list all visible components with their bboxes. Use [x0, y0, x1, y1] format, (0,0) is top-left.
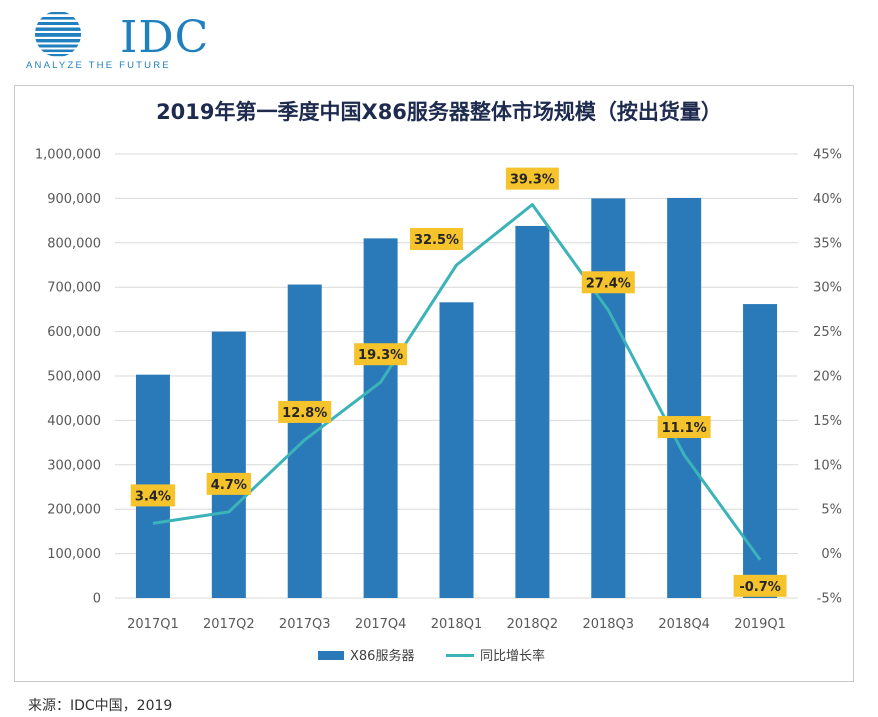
left-tick-label: 300,000 [47, 458, 101, 473]
data-label-text: 3.4% [135, 489, 171, 504]
data-label: 19.3% [354, 343, 408, 366]
legend-bar-swatch [318, 651, 344, 660]
data-label: 11.1% [657, 416, 711, 439]
left-axis-ticks: 0 100,000 200,000 300,000 400,000 500,000 600,… [35, 148, 101, 607]
left-tick-label: 100,000 [47, 547, 101, 562]
data-label-box [657, 416, 711, 439]
left-tick-label: 1,000,000 [35, 148, 101, 163]
right-tick-label: -5% [817, 592, 842, 607]
data-label: 12.8% [278, 400, 332, 423]
logo-wordmark: IDC [120, 12, 210, 63]
line-series [152, 203, 762, 561]
growth-line [152, 203, 762, 561]
globe-icon [35, 12, 81, 57]
right-tick-label: 40% [813, 192, 842, 207]
right-tick-label: 0% [821, 547, 842, 562]
data-label-box [278, 400, 332, 423]
data-label-box [410, 228, 463, 250]
data-label: 4.7% [206, 472, 252, 495]
left-tick-label: 900,000 [47, 192, 101, 207]
data-label-text: 12.8% [282, 406, 327, 421]
left-tick-label: 500,000 [47, 370, 101, 385]
bar [743, 304, 778, 598]
right-tick-label: 15% [813, 414, 842, 429]
data-label-box [505, 167, 559, 190]
data-label-text: 39.3% [510, 173, 555, 188]
data-label-box [206, 472, 252, 495]
left-tick-label: 400,000 [47, 414, 101, 429]
x-tick-label: 2017Q4 [355, 617, 407, 632]
idc-logo: IDC ANALYZE THE FUTURE [24, 10, 208, 72]
legend-bar-label: X86服务器 [350, 648, 414, 664]
data-label-box [581, 271, 635, 294]
left-tick-label: 600,000 [47, 325, 101, 340]
right-tick-label: 5% [821, 503, 842, 518]
right-tick-label: 20% [813, 370, 842, 385]
data-label: 32.5% [410, 228, 463, 250]
right-tick-label: 25% [813, 325, 842, 340]
bar [363, 238, 398, 599]
chart-title: 2019年第一季度中国X86服务器整体市场规模（按出货量） [156, 100, 722, 124]
left-tick-label: 800,000 [47, 236, 101, 251]
logo-tagline: ANALYZE THE FUTURE [26, 60, 171, 71]
left-tick-label: 0 [93, 592, 101, 607]
bar [211, 331, 246, 598]
x-tick-label: 2018Q1 [431, 617, 483, 632]
data-label-box [130, 484, 176, 507]
x-tick-label: 2017Q2 [203, 617, 255, 632]
data-label-box [733, 574, 787, 597]
right-tick-label: 35% [813, 236, 842, 251]
right-tick-label: 45% [813, 148, 842, 163]
x-tick-label: 2019Q1 [734, 617, 786, 632]
data-label-text: 19.3% [358, 348, 403, 363]
x-tick-label: 2017Q3 [279, 617, 331, 632]
data-label: 27.4% [581, 271, 635, 294]
bar [515, 225, 550, 599]
bar [591, 198, 626, 598]
left-tick-label: 700,000 [47, 281, 101, 296]
right-axis-ticks: -5% 0% 5% 10% 15% 20% 25% 30% 35% 40% 45% [813, 148, 842, 607]
x-tick-label: 2017Q1 [127, 617, 179, 632]
left-tick-label: 200,000 [47, 503, 101, 518]
x-tick-label: 2018Q2 [507, 617, 559, 632]
source-note: 来源：IDC中国，2019 [28, 698, 173, 714]
x-tick-label: 2018Q4 [658, 617, 710, 632]
data-label-text: -0.7% [739, 580, 780, 595]
bar [439, 302, 474, 598]
data-label-box [354, 343, 408, 366]
data-label-text: 27.4% [586, 276, 631, 291]
data-label-text: 4.7% [211, 478, 247, 493]
data-labels: 3.4% 4.7% 12.8% 19.3% 32.5% 39.3% 27.4% 11.1% -0… [130, 167, 787, 597]
bar-series [135, 197, 778, 599]
data-label: -0.7% [733, 574, 787, 597]
bar [667, 197, 702, 598]
x-tick-label: 2018Q3 [582, 617, 634, 632]
right-tick-label: 10% [813, 458, 842, 473]
x-axis-ticks: 2017Q1 2017Q2 2017Q3 2017Q4 2018Q1 2018Q2 2018… [127, 617, 786, 632]
legend-line-label: 同比增长率 [480, 648, 545, 664]
legend: X86服务器 同比增长率 [318, 648, 545, 664]
data-label-text: 32.5% [414, 233, 459, 248]
right-tick-label: 30% [813, 281, 842, 296]
data-label: 3.4% [130, 484, 176, 507]
data-label: 39.3% [505, 167, 559, 190]
data-label-text: 11.1% [662, 421, 707, 436]
